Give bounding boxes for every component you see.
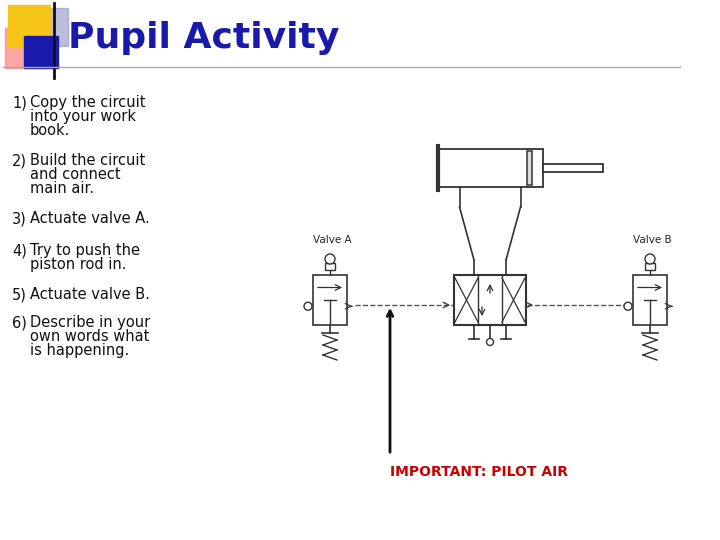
Text: Valve A: Valve A xyxy=(313,235,351,245)
Text: Build the circuit: Build the circuit xyxy=(30,153,145,168)
Text: IMPORTANT: PILOT AIR: IMPORTANT: PILOT AIR xyxy=(390,465,568,479)
Text: and connect: and connect xyxy=(30,167,121,182)
Text: own words what: own words what xyxy=(30,329,149,344)
Text: into your work: into your work xyxy=(30,109,136,124)
Text: Actuate valve A.: Actuate valve A. xyxy=(30,211,150,226)
Circle shape xyxy=(487,339,493,346)
Circle shape xyxy=(645,254,655,264)
Bar xyxy=(526,151,531,185)
Circle shape xyxy=(325,254,335,264)
Text: Pupil Activity: Pupil Activity xyxy=(68,21,339,55)
Bar xyxy=(5,28,47,68)
Text: Valve B: Valve B xyxy=(633,235,672,245)
Bar xyxy=(28,8,68,46)
Text: 6): 6) xyxy=(12,315,27,330)
Bar xyxy=(542,164,603,172)
Text: 1): 1) xyxy=(12,95,27,110)
Bar xyxy=(325,263,335,270)
Bar xyxy=(24,36,58,68)
Circle shape xyxy=(624,302,632,310)
Text: is happening.: is happening. xyxy=(30,343,130,358)
Text: 4): 4) xyxy=(12,243,27,258)
Text: 5): 5) xyxy=(12,287,27,302)
Bar xyxy=(8,5,50,47)
Text: Copy the circuit: Copy the circuit xyxy=(30,95,145,110)
Text: Describe in your: Describe in your xyxy=(30,315,150,330)
Bar xyxy=(438,149,542,187)
Text: main air.: main air. xyxy=(30,181,94,196)
Text: piston rod in.: piston rod in. xyxy=(30,257,127,272)
Text: Actuate valve B.: Actuate valve B. xyxy=(30,287,150,302)
Text: 2): 2) xyxy=(12,153,27,168)
Bar xyxy=(454,275,526,325)
Bar xyxy=(645,263,655,270)
Text: book.: book. xyxy=(30,123,71,138)
Bar xyxy=(313,275,347,325)
Circle shape xyxy=(304,302,312,310)
Text: Try to push the: Try to push the xyxy=(30,243,140,258)
Text: 3): 3) xyxy=(12,211,27,226)
Bar xyxy=(633,275,667,325)
